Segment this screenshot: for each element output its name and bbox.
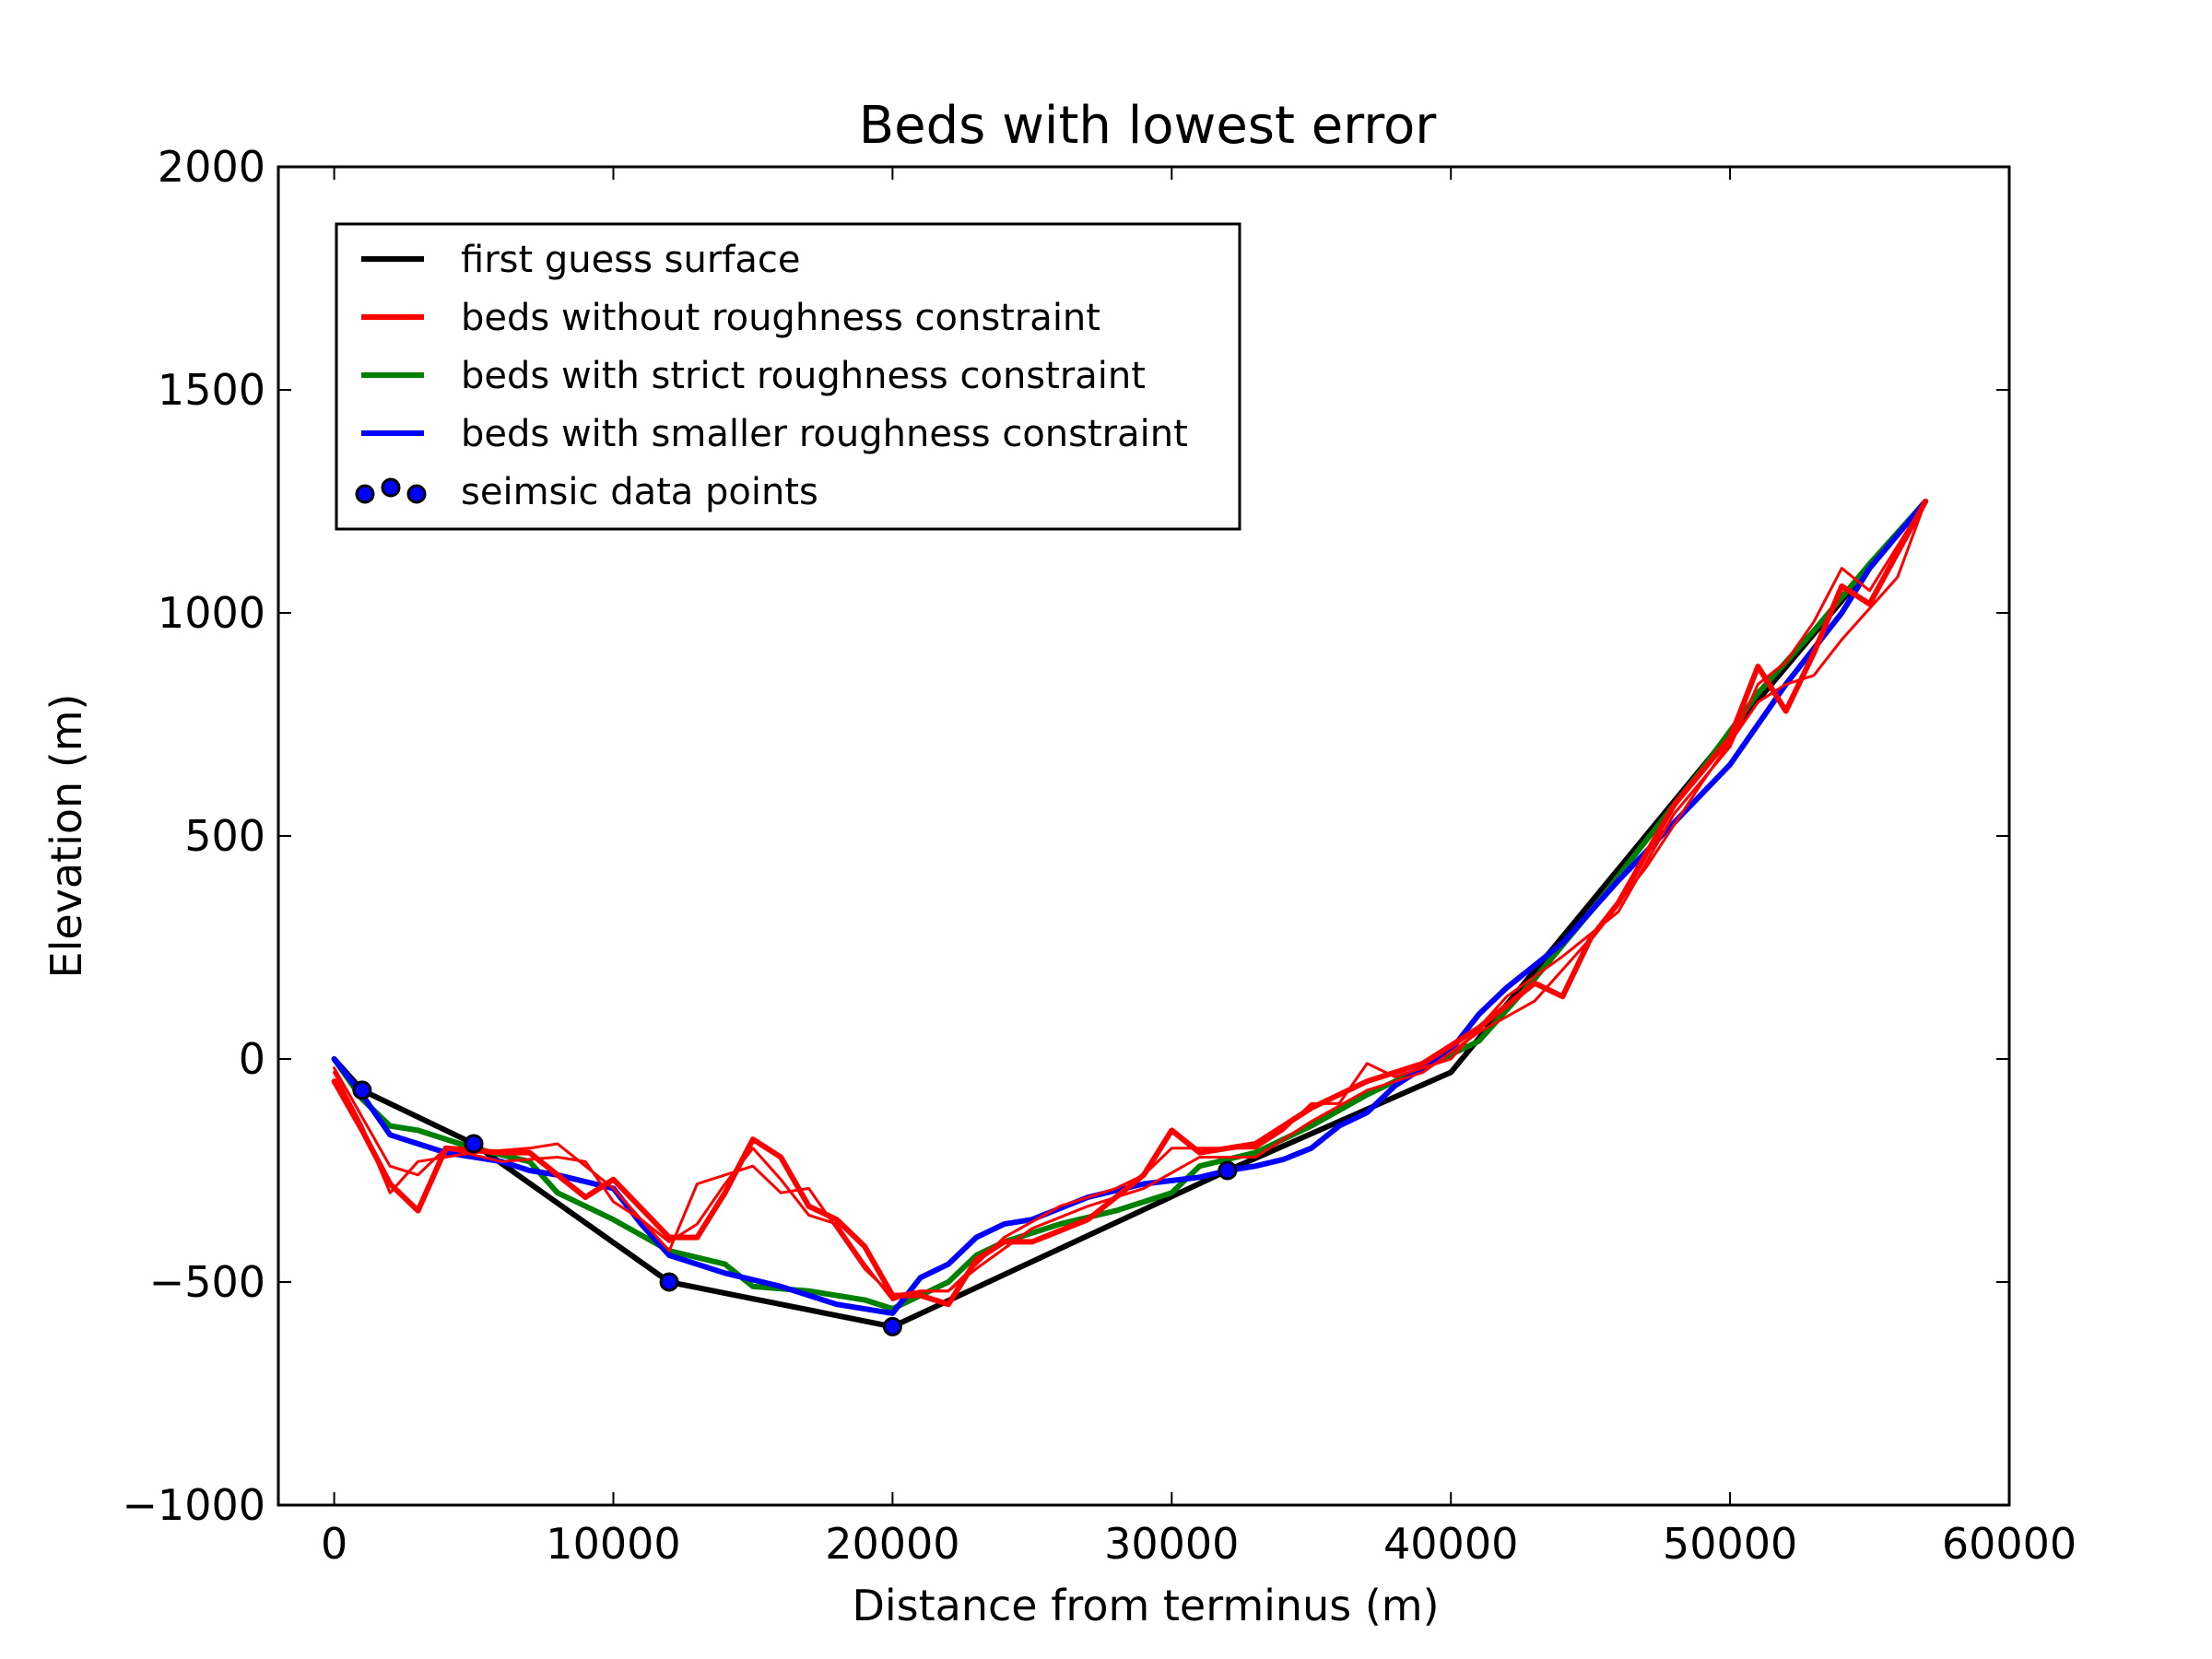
series-line-3 bbox=[331, 499, 1929, 1308]
legend-marker bbox=[355, 484, 375, 504]
legend-items: first guess surface beds without roughnes… bbox=[355, 239, 1188, 513]
legend-label: seimsic data points bbox=[461, 471, 818, 513]
tick-layer: 0 10000 20000 30000 40000 50000 60000−1000−500… bbox=[122, 142, 2077, 1569]
x-tick-label: 20000 bbox=[825, 1519, 959, 1569]
legend: first guess surface beds without roughnes… bbox=[335, 222, 1241, 531]
x-tick-label: 60000 bbox=[1942, 1519, 2077, 1569]
y-tick-label: −1000 bbox=[122, 1480, 265, 1530]
seismic-data-point bbox=[1218, 1160, 1238, 1181]
legend-marker bbox=[406, 484, 427, 504]
legend-label: beds with smaller roughness constraint bbox=[461, 413, 1188, 455]
y-axis-label: Elevation (m) bbox=[41, 694, 91, 979]
y-tick-label: 500 bbox=[184, 811, 265, 861]
x-tick-label: 50000 bbox=[1663, 1519, 1797, 1569]
seismic-data-point bbox=[659, 1272, 679, 1292]
x-tick-label: 10000 bbox=[546, 1519, 680, 1569]
legend-marker bbox=[381, 477, 401, 498]
x-axis-label: Distance from terminus (m) bbox=[852, 1581, 1439, 1630]
series-line-4 bbox=[333, 500, 1927, 1297]
series-line-1 bbox=[331, 499, 1929, 1312]
legend-label: beds without roughness constraint bbox=[461, 297, 1100, 339]
seismic-data-point bbox=[464, 1134, 484, 1154]
x-tick-label: 0 bbox=[321, 1519, 347, 1569]
y-tick-label: 0 bbox=[239, 1034, 265, 1084]
legend-label: first guess surface bbox=[461, 239, 800, 281]
x-tick-label: 40000 bbox=[1383, 1519, 1518, 1569]
y-tick-label: −500 bbox=[149, 1257, 265, 1307]
seismic-data-point bbox=[352, 1080, 372, 1100]
series-layer bbox=[331, 499, 1929, 1330]
series-line-5 bbox=[333, 500, 1927, 1301]
legend-box bbox=[335, 222, 1241, 531]
series-line-0 bbox=[331, 499, 1929, 1330]
chart-title: Beds with lowest error bbox=[859, 96, 1438, 156]
legend-label: beds with strict roughness constraint bbox=[461, 355, 1146, 397]
y-tick-label: 2000 bbox=[158, 142, 265, 192]
marker-layer bbox=[352, 1080, 1238, 1336]
x-tick-label: 30000 bbox=[1104, 1519, 1239, 1569]
seismic-data-point bbox=[882, 1316, 902, 1336]
y-tick-label: 1000 bbox=[158, 588, 265, 638]
y-tick-label: 1500 bbox=[158, 365, 265, 415]
